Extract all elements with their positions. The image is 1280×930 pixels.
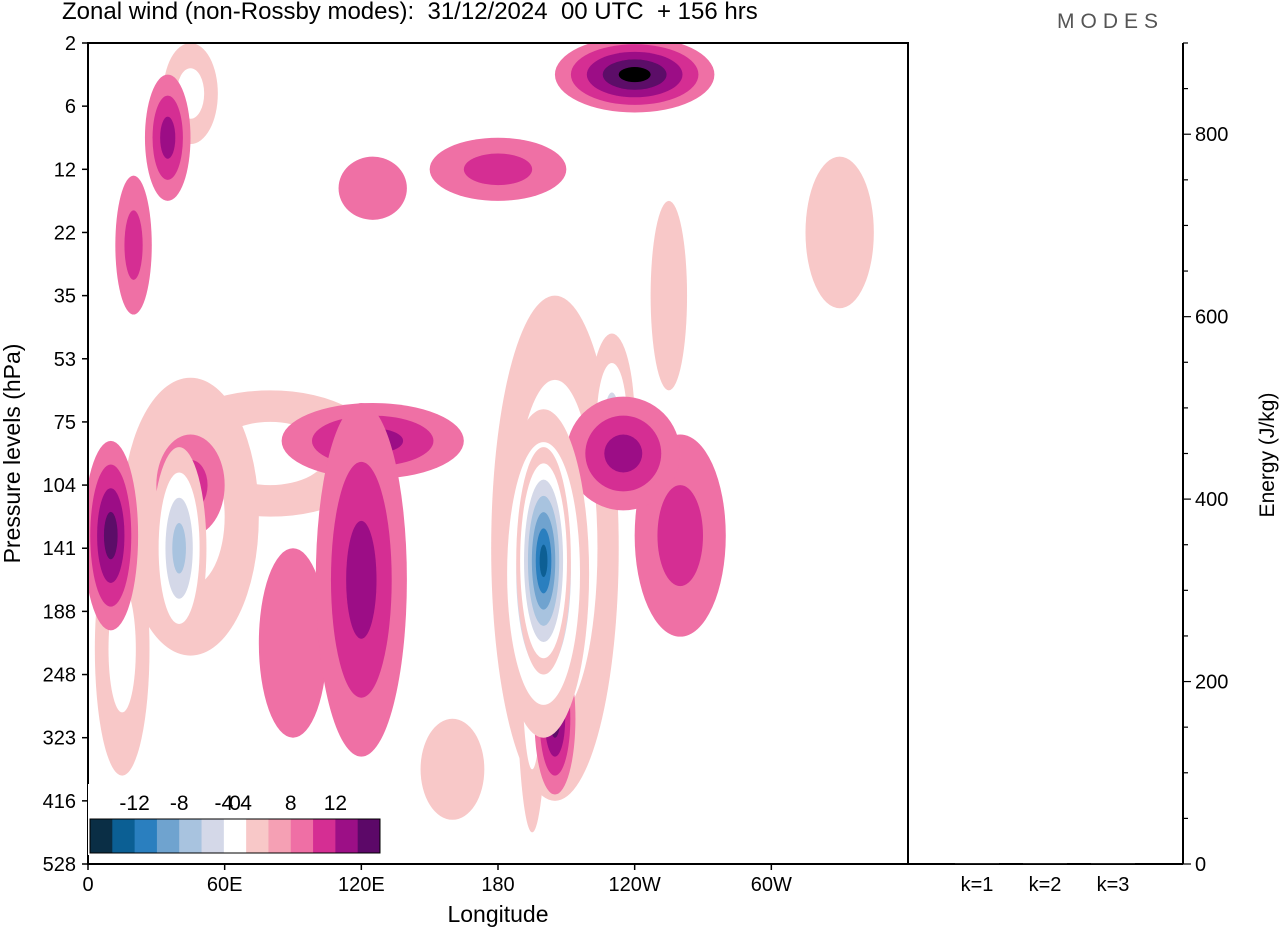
y-tick-label-416: 416 bbox=[43, 791, 76, 813]
y-tick-label-75: 75 bbox=[54, 412, 76, 434]
energy-tick-label-600: 600 bbox=[1195, 307, 1228, 329]
y-tick-label-528: 528 bbox=[43, 854, 76, 876]
chart-title: Zonal wind (non-Rossby modes): 31/12/202… bbox=[62, 0, 758, 25]
y-tick-label-104: 104 bbox=[43, 475, 76, 497]
energy-tick-label-0: 0 bbox=[1195, 854, 1206, 876]
y-tick-label-6: 6 bbox=[65, 96, 76, 118]
y-tick-label-188: 188 bbox=[43, 601, 76, 623]
energy-tick-label-800: 800 bbox=[1195, 124, 1228, 146]
y-axis-label: Pressure levels (hPa) bbox=[0, 344, 25, 564]
field-contour-3-1 bbox=[258, 548, 328, 738]
y-tick-label-323: 323 bbox=[43, 728, 76, 750]
x-tick-label-120W: 120W bbox=[609, 874, 661, 896]
colorbar-swatch-3 bbox=[156, 819, 180, 853]
energy-category-k=1: k=1 bbox=[961, 874, 994, 896]
energy-bar-k=2 bbox=[1023, 863, 1067, 865]
y-tick-label-141: 141 bbox=[43, 538, 76, 560]
energy-axis-label: Energy (J/kg) bbox=[1256, 393, 1279, 518]
energy-bar-k=3 bbox=[1091, 863, 1135, 865]
colorbar-swatch-2 bbox=[134, 819, 158, 853]
y-tick-label-12: 12 bbox=[54, 159, 76, 181]
field-contour-18-3 bbox=[346, 520, 377, 639]
y-tick-label-22: 22 bbox=[54, 222, 76, 244]
heatmap-field bbox=[88, 43, 908, 864]
colorbar-swatch-8 bbox=[268, 819, 292, 853]
colorbar-swatch-0 bbox=[90, 819, 113, 853]
field-contour-24-5 bbox=[618, 66, 651, 83]
field-contour-25-7 bbox=[539, 544, 548, 578]
colorbar-swatch-10 bbox=[313, 819, 336, 853]
x-tick-label-120E: 120E bbox=[338, 874, 385, 896]
field-contour-19-3 bbox=[604, 434, 643, 473]
x-tick-label-60E: 60E bbox=[207, 874, 243, 896]
energy-tick-label-200: 200 bbox=[1195, 672, 1228, 694]
field-contour-7-2 bbox=[657, 485, 703, 587]
x-axis-label: Longitude bbox=[447, 901, 548, 927]
colorbar-swatch-12 bbox=[357, 819, 381, 853]
field-contour-8-2 bbox=[463, 153, 533, 186]
colorbar-label-0: 0 bbox=[229, 792, 241, 815]
colorbar-swatch-11 bbox=[335, 819, 359, 853]
field-contour-4-1 bbox=[338, 156, 407, 220]
colorbar-swatch-5 bbox=[201, 819, 225, 853]
colorbar-label--12: -12 bbox=[119, 792, 149, 815]
x-tick-label-0: 0 bbox=[82, 874, 93, 896]
colorbar-swatch-4 bbox=[179, 819, 203, 853]
colorbar-label-4: 4 bbox=[240, 792, 252, 815]
energy-tick-label-400: 400 bbox=[1195, 489, 1228, 511]
field-contour-1-1 bbox=[805, 156, 874, 309]
y-tick-label-2: 2 bbox=[65, 33, 76, 55]
energy-bar-k=1 bbox=[955, 863, 999, 865]
energy-category-k=3: k=3 bbox=[1097, 874, 1130, 896]
colorbar-swatch-9 bbox=[290, 819, 314, 853]
x-tick-label-180: 180 bbox=[481, 874, 514, 896]
colorbar-swatch-1 bbox=[112, 819, 136, 853]
energy-category-k=2: k=2 bbox=[1029, 874, 1062, 896]
colorbar-label-8: 8 bbox=[285, 792, 297, 815]
x-tick-label-60W: 60W bbox=[751, 874, 792, 896]
field-contour-17-3 bbox=[160, 116, 176, 159]
colorbar-label--8: -8 bbox=[170, 792, 189, 815]
field-contour-12-2 bbox=[124, 210, 143, 280]
colorbar-swatch-7 bbox=[246, 819, 269, 853]
colorbar-swatch-6 bbox=[223, 819, 247, 853]
y-tick-label-35: 35 bbox=[54, 286, 76, 308]
colorbar-legend: -12 -8 -40 4 8 12 bbox=[88, 784, 382, 855]
modes-logo: MODES bbox=[1057, 10, 1165, 33]
colorbar-label-12: 12 bbox=[324, 792, 347, 815]
field-contour-20-4 bbox=[103, 511, 118, 560]
field-contour-22-4 bbox=[172, 522, 186, 574]
energy-bar-chart: 0 200 400 600 800 Energy (J/kg) k=1 k=2 k=3 bbox=[908, 42, 1279, 896]
y-tick-label-248: 248 bbox=[43, 665, 76, 687]
y-tick-label-53: 53 bbox=[54, 349, 76, 371]
field-contour-0-1 bbox=[420, 718, 485, 820]
colorbar-frame bbox=[89, 818, 381, 854]
colorbar-label--4: -4 bbox=[215, 792, 234, 815]
field-contour-2-1 bbox=[650, 200, 688, 391]
